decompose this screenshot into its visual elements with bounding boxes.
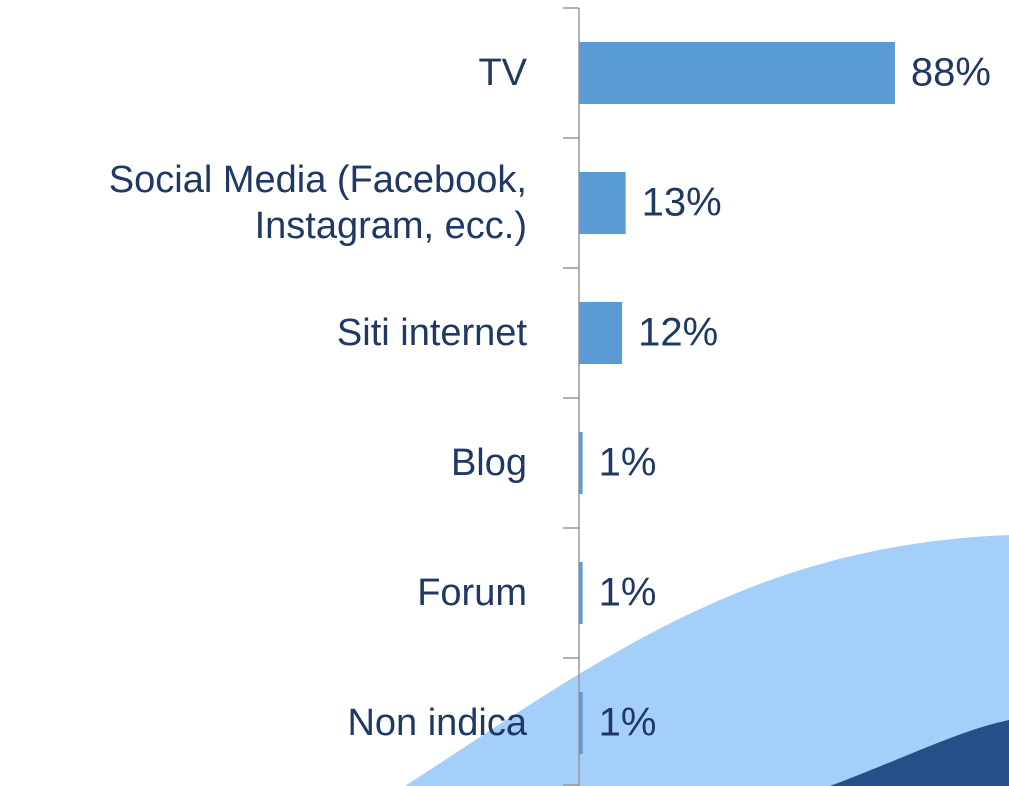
- value-label: 1%: [599, 441, 657, 485]
- bar: [579, 172, 626, 234]
- category-label: Blog: [450, 442, 527, 484]
- value-label: 1%: [599, 701, 657, 745]
- category-label: TV: [478, 52, 527, 94]
- category-label: Non indica: [347, 702, 527, 744]
- bar: [579, 562, 583, 624]
- category-label: Forum: [417, 572, 527, 614]
- bar: [579, 432, 583, 494]
- decor-wave: [405, 535, 1009, 786]
- value-label: 88%: [911, 51, 991, 95]
- category-label: Siti internet: [336, 312, 527, 354]
- category-label: Social Media (Facebook, Instagram, ecc.): [108, 159, 527, 247]
- bar: [579, 42, 895, 104]
- decor-wave: [830, 720, 1009, 786]
- bar: [579, 692, 583, 754]
- bar: [579, 302, 623, 364]
- value-label: 13%: [642, 181, 722, 225]
- value-label: 1%: [599, 571, 657, 615]
- value-label: 12%: [638, 311, 718, 355]
